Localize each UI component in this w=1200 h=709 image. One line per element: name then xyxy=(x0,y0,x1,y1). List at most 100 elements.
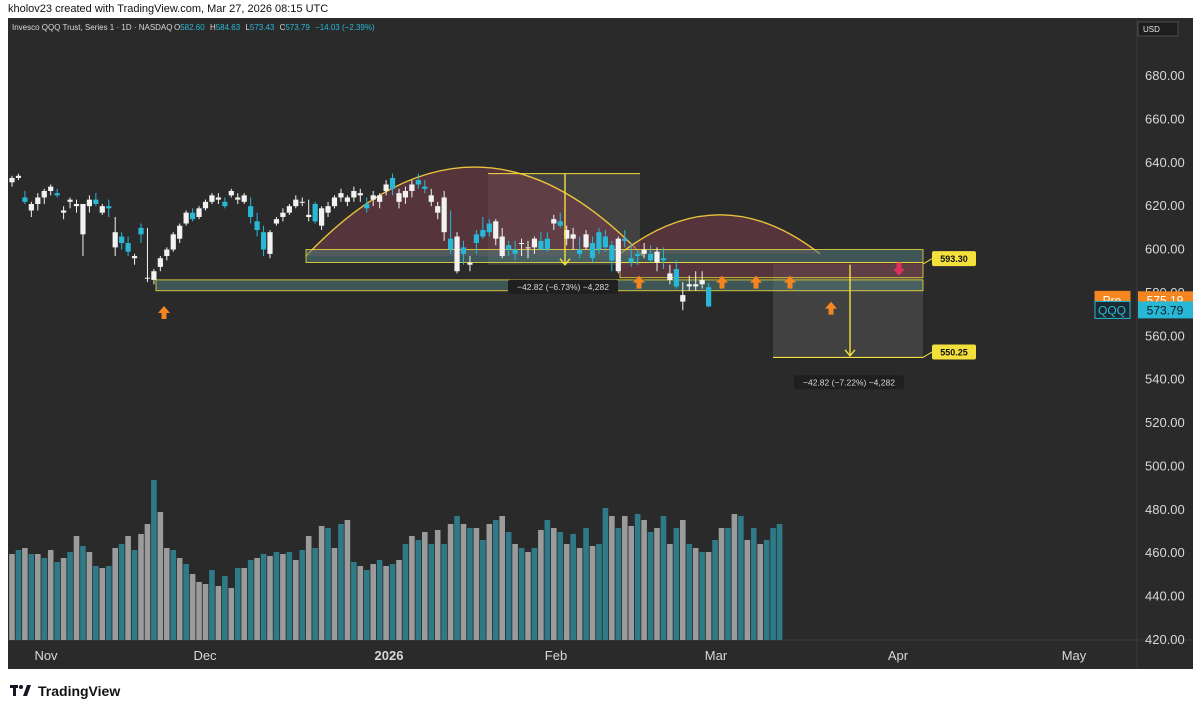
volume-bar xyxy=(293,560,299,640)
candle-body xyxy=(538,240,544,250)
candle-body xyxy=(331,197,338,207)
first-measure-box xyxy=(508,279,618,294)
drawings: −42.82 (−6.73%) −4,282 −42.82 (−7.22%) −4… xyxy=(158,173,905,390)
candle-body xyxy=(518,243,525,245)
caption: kholov23 created with TradingView.com, M… xyxy=(8,3,329,15)
volume-bar xyxy=(673,528,680,640)
candle-body xyxy=(299,201,305,203)
candle-body xyxy=(73,203,80,207)
candle-body xyxy=(441,197,447,233)
candle-body xyxy=(377,195,383,202)
x-tick-label: May xyxy=(1062,648,1087,663)
candle-body xyxy=(235,197,241,200)
high-label: H xyxy=(210,23,216,32)
candle-body xyxy=(86,199,92,207)
second-measure-text: −42.82 (−7.22%) −4,282 xyxy=(803,377,895,387)
candle-body xyxy=(525,247,531,249)
volume-bar xyxy=(196,582,202,640)
candle-body xyxy=(228,190,234,196)
candle-body xyxy=(80,203,86,235)
volume-bar xyxy=(518,548,525,640)
high-value: 584.63 xyxy=(216,23,241,32)
low-label: L xyxy=(245,23,250,32)
close-value: 573.79 xyxy=(285,23,310,32)
volume-bar xyxy=(112,548,118,640)
candle-body xyxy=(667,273,673,280)
chart-title: Invesco QQQ Trust, Series 1 · 1D · NASDA… xyxy=(12,23,173,32)
volume-bar xyxy=(93,566,99,640)
volume-bar xyxy=(686,544,693,640)
candle-body xyxy=(338,193,344,198)
volume-bar xyxy=(299,550,306,640)
volume-bar xyxy=(376,560,383,640)
volume-bar xyxy=(28,554,35,640)
volume-bar xyxy=(325,528,331,640)
candle-body xyxy=(319,208,325,226)
volume-bar xyxy=(383,566,389,640)
candle-body xyxy=(280,212,286,217)
chart-panel[interactable]: Invesco QQQ Trust, Series 1 · 1D · NASDA… xyxy=(8,18,1193,669)
volume-bar xyxy=(209,570,215,640)
volume-bar xyxy=(428,544,435,640)
volume-bar xyxy=(176,558,183,640)
volume-bar xyxy=(447,524,454,640)
y-tick-label: 600.00 xyxy=(1145,242,1185,257)
volume-bar xyxy=(576,548,583,640)
volume-bar xyxy=(363,570,370,640)
volume-bar xyxy=(744,540,751,640)
price-chart[interactable]: Invesco QQQ Trust, Series 1 · 1D · NASDA… xyxy=(8,18,1193,669)
y-tick-label: 620.00 xyxy=(1145,198,1185,213)
y-axis: 680.00660.00640.00620.00600.00580.00560.… xyxy=(1145,68,1185,647)
ohlc-line: O582.60 H584.63 L573.43 C573.79 −14.03 (… xyxy=(174,23,375,32)
y-tick-label: 480.00 xyxy=(1145,502,1185,517)
candle-body xyxy=(544,238,550,250)
y-tick-label: 500.00 xyxy=(1145,458,1185,473)
volume-bars xyxy=(9,480,783,640)
x-tick-label: Apr xyxy=(888,648,909,663)
candle-body xyxy=(306,214,312,217)
volume-bar xyxy=(596,544,602,640)
candle-body xyxy=(248,206,254,217)
tradingview-logo[interactable]: TradingView xyxy=(10,682,120,700)
candle-body xyxy=(673,269,679,287)
volume-bar xyxy=(80,546,86,640)
candle-body xyxy=(706,287,712,307)
candle-body xyxy=(493,221,499,239)
volume-bar xyxy=(318,526,325,640)
volume-bar xyxy=(267,556,273,640)
candle-body xyxy=(67,199,73,202)
candle-body xyxy=(177,225,183,239)
upper-target-tag xyxy=(932,251,976,267)
volume-bar xyxy=(609,516,615,640)
candle-body xyxy=(409,184,415,191)
buy-signal-arrow xyxy=(158,305,170,319)
candle-body xyxy=(344,197,350,202)
currency-box[interactable] xyxy=(1137,21,1179,37)
volume-bar xyxy=(118,544,125,640)
volume-bar xyxy=(641,520,647,640)
volume-bar xyxy=(634,514,641,640)
candle-body xyxy=(35,197,41,204)
candle-body xyxy=(602,236,608,248)
volume-bar xyxy=(331,548,338,640)
candle-body xyxy=(512,249,518,254)
x-tick-label: 2026 xyxy=(375,648,404,663)
volume-bar xyxy=(47,550,54,640)
volume-bar xyxy=(131,550,138,640)
volume-bar xyxy=(570,534,576,640)
volume-bar xyxy=(538,530,544,640)
volume-bar xyxy=(467,528,473,640)
volume-bar xyxy=(144,524,151,640)
candle-body xyxy=(422,186,428,189)
volume-bar xyxy=(615,528,622,640)
candles xyxy=(9,173,712,311)
volume-bar xyxy=(170,550,177,640)
candle-body xyxy=(254,221,260,231)
buy-signal-arrow xyxy=(716,275,728,289)
candle-body xyxy=(428,195,434,202)
volume-bar xyxy=(544,520,551,640)
candle-body xyxy=(473,234,479,244)
volume-bar xyxy=(273,552,280,640)
candle-body xyxy=(202,201,209,209)
